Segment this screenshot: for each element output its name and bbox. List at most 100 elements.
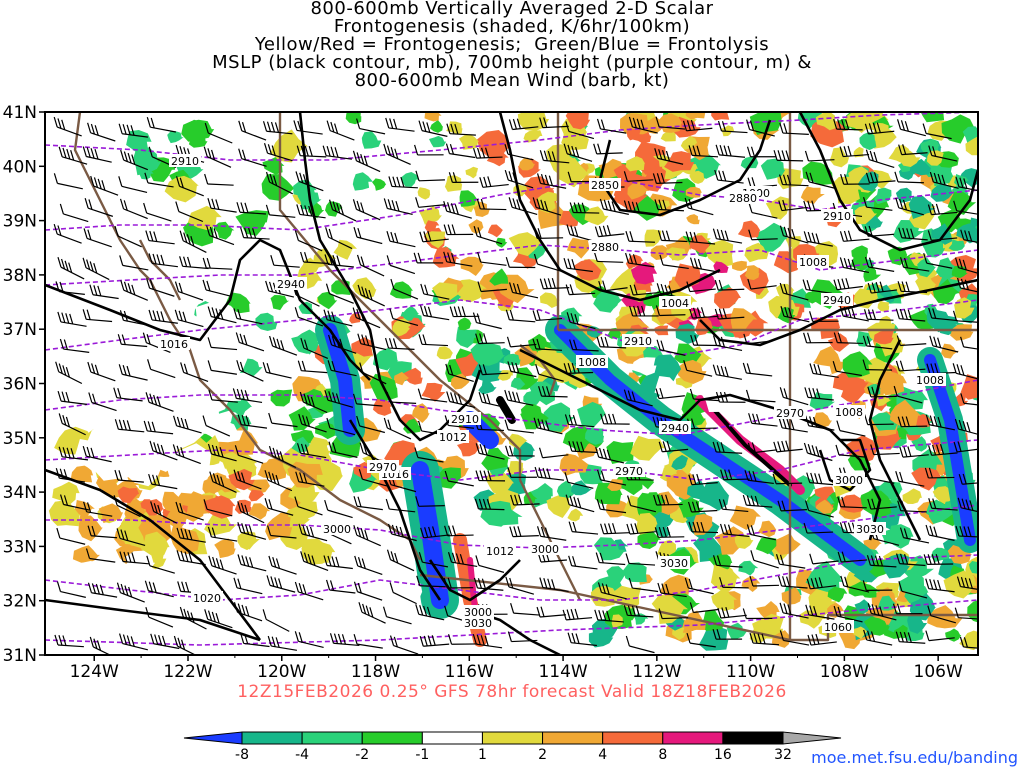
colorado-river-border	[518, 479, 582, 601]
wind-barb	[204, 173, 234, 186]
wind-barb	[653, 494, 683, 506]
wind-barb	[147, 359, 176, 379]
wind-barb	[179, 606, 207, 630]
wind-barb	[862, 335, 893, 350]
fgen-cell	[710, 564, 741, 594]
fgen-cell	[605, 296, 621, 309]
wind-barb	[684, 197, 714, 216]
wind-barb	[202, 257, 233, 270]
fgen-cell	[714, 526, 745, 555]
height-contour-line	[45, 599, 978, 646]
wind-barbs	[53, 116, 978, 655]
fgen-cell	[133, 147, 162, 176]
wind-barb	[444, 525, 474, 537]
wind-barb	[235, 332, 265, 352]
fgen-neutral	[56, 307, 93, 340]
fgen-cell	[660, 131, 676, 142]
wind-barb	[688, 473, 718, 486]
mslp-label-bg	[158, 337, 190, 350]
wind-barb	[569, 339, 599, 352]
wind-barb	[864, 256, 895, 272]
wind-barb	[923, 252, 953, 269]
fgen-cell	[351, 337, 375, 357]
wind-barb	[207, 443, 237, 462]
wind-barb	[478, 364, 509, 376]
wind-barb	[325, 579, 356, 594]
colorbar-swatch	[481, 731, 544, 745]
wind-barb	[623, 389, 653, 407]
lon-label: 122W	[163, 662, 212, 682]
wind-barb	[928, 444, 958, 456]
wind-barb	[773, 440, 803, 453]
fgen-cell	[932, 279, 961, 305]
wind-barb	[444, 415, 475, 429]
wind-barb	[688, 145, 719, 158]
wind-barb	[899, 527, 930, 544]
fgen-cell	[829, 147, 850, 168]
wind-barb	[118, 123, 149, 138]
wind-barb	[712, 228, 743, 244]
wind-barb	[870, 444, 900, 456]
wind-barb	[299, 391, 328, 414]
wind-barb	[208, 555, 237, 575]
wind-barb	[839, 230, 870, 242]
wind-barb	[742, 608, 773, 620]
wind-barb	[600, 413, 630, 425]
wind-barb	[324, 254, 354, 268]
wind-barb	[922, 123, 952, 140]
fgen-positive	[744, 265, 760, 280]
fgen-cell	[606, 441, 634, 464]
fgen-positive	[557, 157, 590, 188]
wind-barb	[534, 466, 565, 481]
fgen-cell	[941, 343, 960, 359]
wind-barb	[627, 495, 657, 513]
wind-barb	[712, 628, 743, 640]
fgen-cell	[692, 513, 714, 536]
wind-barb	[59, 494, 90, 511]
fgen-cell	[401, 172, 420, 187]
wind-barb	[418, 334, 449, 347]
fgen-coastal-band	[98, 503, 123, 524]
fgen-cell	[711, 586, 738, 611]
wind-barb	[203, 146, 232, 168]
fgen-cell	[373, 398, 392, 416]
wind-barb	[712, 441, 743, 454]
fgen-cell	[887, 246, 908, 266]
fgen-cell	[459, 134, 480, 150]
fgen-cell	[419, 206, 442, 225]
wind-barb	[56, 527, 86, 545]
wind-barb	[146, 117, 176, 133]
mslp-contour-line	[428, 559, 521, 602]
wind-barb	[780, 306, 810, 323]
fgen-positive	[705, 239, 734, 268]
wind-barb	[237, 522, 267, 540]
fgen-neutral	[53, 604, 93, 644]
frontolysis-band	[924, 354, 976, 546]
title-line: MSLP (black contour, mb), 700mb height (…	[212, 52, 812, 73]
wind-barb	[295, 471, 325, 487]
mslp-label: 1008	[916, 374, 944, 387]
wind-barb	[564, 414, 595, 428]
wind-barb	[89, 284, 119, 300]
wind-barb	[505, 576, 535, 595]
fgen-positive	[731, 260, 749, 271]
lon-label: 124W	[70, 662, 119, 682]
wind-barb	[538, 385, 568, 398]
wind-barb	[58, 413, 86, 436]
wind-barb	[778, 575, 808, 589]
fgen-cell	[878, 595, 896, 611]
wind-barb	[116, 582, 145, 603]
wind-barb	[652, 172, 683, 185]
height-label: 3000	[531, 543, 559, 556]
mslp-label: 1008	[835, 406, 863, 419]
fgen-cell	[167, 131, 184, 144]
fgen-cell	[842, 351, 873, 378]
fgen-cell	[813, 412, 832, 428]
wind-barb	[53, 223, 82, 244]
lat-label: 41N	[3, 103, 37, 123]
fgen-cell	[805, 561, 842, 592]
wind-barb	[443, 224, 474, 236]
california-nevada-border	[278, 112, 522, 480]
wind-barb	[120, 149, 149, 171]
fgen-cell	[471, 358, 503, 383]
